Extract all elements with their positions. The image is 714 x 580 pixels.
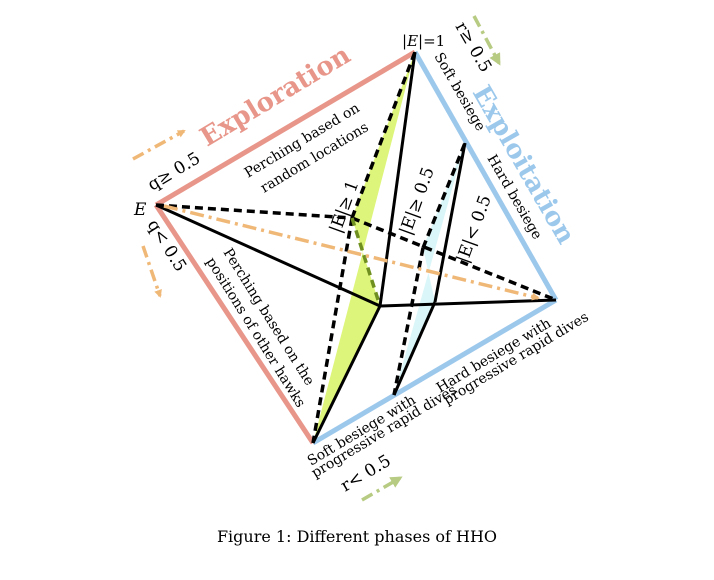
perch-hawks-label-line2: positions of other hawks [203, 255, 309, 411]
r-lt-arrow [361, 476, 403, 502]
exploitation-plane-fill [394, 143, 465, 395]
q-ge-arrow [132, 129, 186, 161]
q-lt-arrow [141, 245, 162, 298]
exploration-edge-bottom [153, 203, 316, 445]
vertex-e1-label: |E|=1 [402, 32, 445, 50]
exploitation-edge-bottom [311, 297, 558, 446]
exploitation-edge-top [412, 50, 559, 302]
figure-caption: Figure 1: Different phases of HHO [216, 527, 498, 546]
soft-rapid-label-line1: Soft besiege with [305, 392, 419, 469]
vertex-e-label: E [133, 200, 147, 220]
dashed-vertical-edge [350, 217, 382, 307]
exploration-to-exploitation-arrow [163, 204, 540, 301]
dashed-edges [155, 51, 557, 444]
e-lt-05-label: |E|< 0.5 [453, 193, 496, 266]
q-ge-label: q≥ 0.5 [144, 148, 204, 195]
solid-edges [155, 51, 557, 444]
exploration-plane-fill [313, 52, 415, 443]
r-ge-arrow [472, 15, 501, 66]
exploration-edge-top [154, 49, 417, 208]
